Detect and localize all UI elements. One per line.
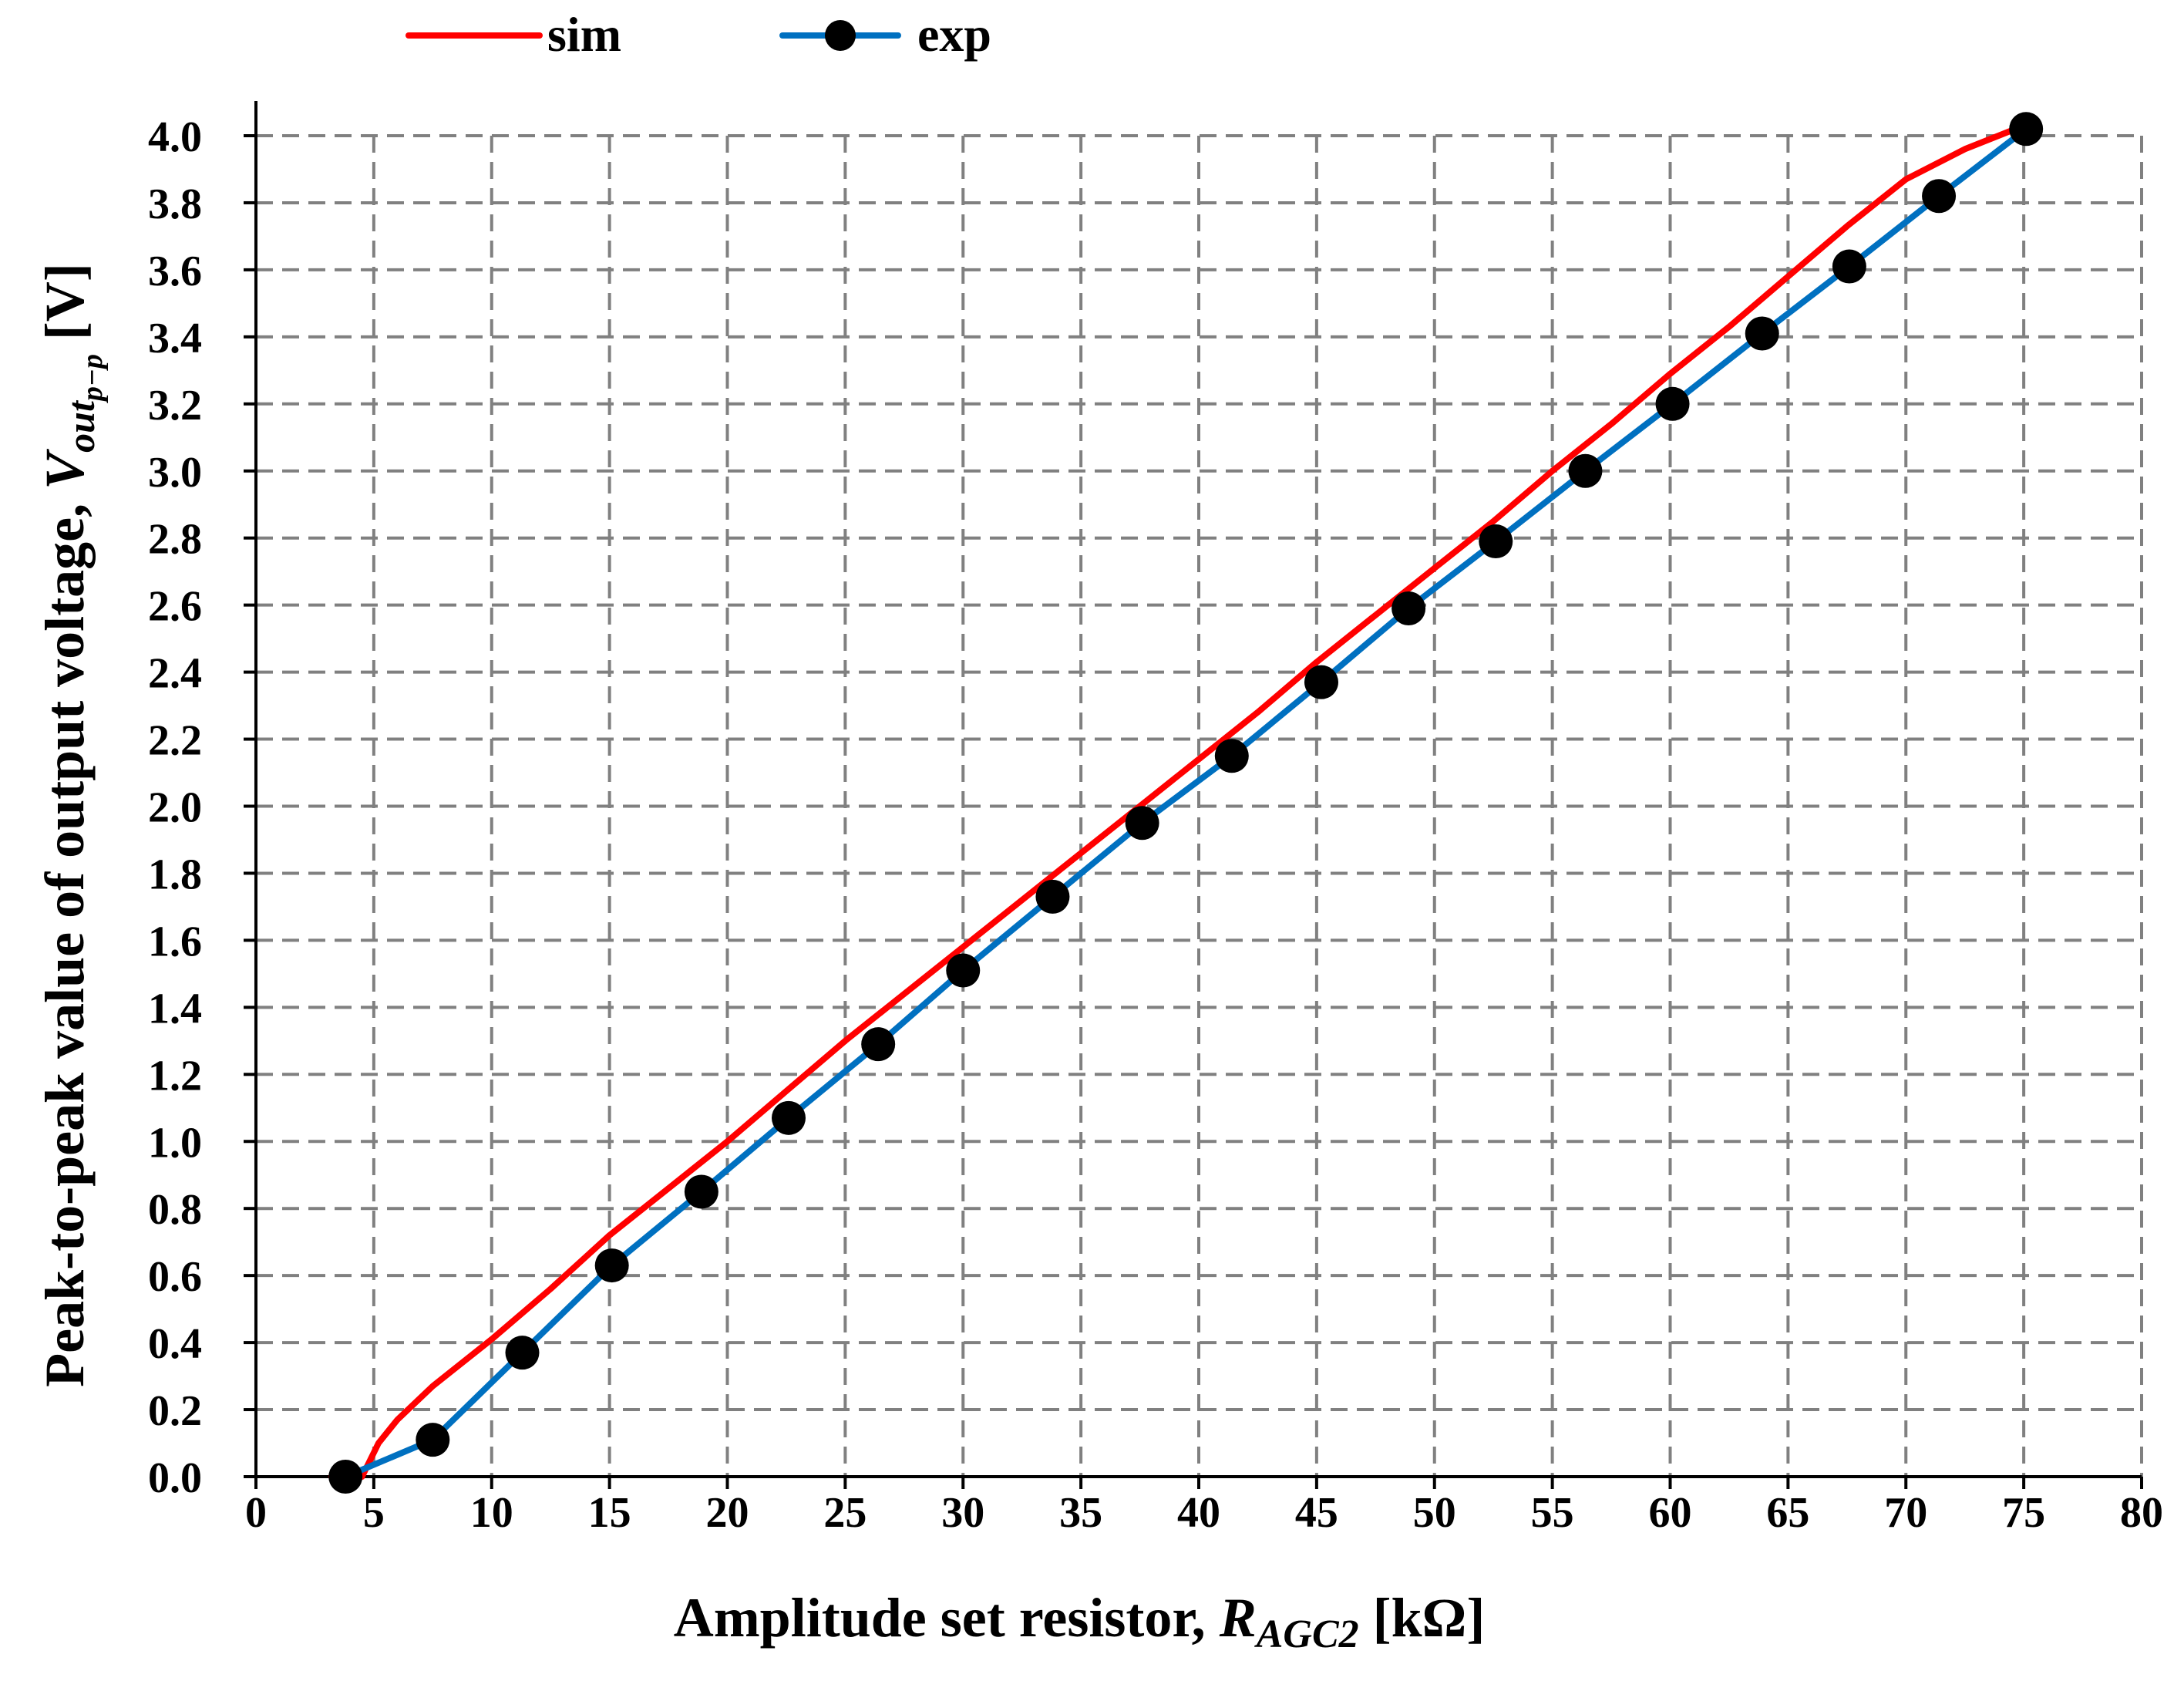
data-point-exp — [946, 953, 981, 988]
x-axis-title-symbol: R — [1219, 1587, 1257, 1649]
x-tick-label: 65 — [1766, 1489, 1809, 1537]
data-point-exp — [1832, 249, 1866, 284]
series-line-exp — [342, 126, 2030, 1480]
y-tick-label: 2.6 — [148, 583, 202, 631]
y-tick-label: 3.6 — [148, 248, 202, 295]
series-markers — [328, 112, 2044, 1494]
y-tick-label: 2.0 — [148, 784, 202, 832]
y-tick-labels: 0.0 0.2 0.4 0.6 0.8 1.0 1.2 1.4 1.6 1.8 2.0 2.2 2.4 2… — [148, 113, 202, 1502]
y-axis-title-unit: [V] — [34, 263, 96, 354]
y-axis-title-main: Peak-to-peak value of output voltage, — [34, 490, 96, 1387]
x-tick-label: 35 — [1059, 1489, 1102, 1537]
x-tick-label: 45 — [1295, 1489, 1338, 1537]
y-tick-label: 3.4 — [148, 315, 202, 362]
data-point-exp — [1568, 453, 1603, 488]
y-axis-title-symbol: V — [34, 449, 96, 490]
y-tick-label: 0.0 — [148, 1454, 202, 1502]
y-tick-label: 1.8 — [148, 851, 202, 898]
data-point-exp — [416, 1423, 450, 1457]
x-tick-label: 50 — [1413, 1489, 1456, 1537]
x-tick-labels: 0 5 10 15 20 25 30 35 40 45 50 55 60 65 70 75 80 — [245, 1489, 2163, 1537]
y-tick-label: 1.4 — [148, 985, 202, 1033]
data-point-exp — [1922, 179, 1957, 214]
x-tick-label: 5 — [363, 1489, 385, 1537]
legend: sim exp — [406, 7, 991, 62]
axes — [244, 101, 2143, 1489]
grid-lines — [256, 134, 2143, 1477]
y-tick-label: 3.0 — [148, 449, 202, 497]
legend-exp-marker — [825, 20, 856, 51]
y-tick-label: 2.8 — [148, 516, 202, 564]
data-point-exp — [505, 1336, 540, 1370]
y-tick-label: 0.4 — [148, 1320, 202, 1368]
data-point-exp — [771, 1100, 806, 1135]
data-point-exp — [594, 1248, 629, 1283]
data-point-exp — [1304, 665, 1338, 699]
x-axis-title-unit: [kΩ] — [1359, 1587, 1486, 1649]
series-line-sim — [328, 123, 2028, 1480]
data-point-exp — [1214, 739, 1249, 773]
series-lines — [328, 123, 2030, 1480]
legend-sim-label: sim — [547, 7, 621, 62]
y-tick-label: 1.0 — [148, 1119, 202, 1167]
y-axis-title-subsubscript: p−p — [76, 354, 109, 403]
y-tick-label: 2.2 — [148, 717, 202, 765]
data-point-exp — [328, 1460, 363, 1494]
y-tick-label: 3.2 — [148, 382, 202, 430]
x-tick-label: 70 — [1884, 1489, 1927, 1537]
y-tick-label: 0.6 — [148, 1253, 202, 1301]
x-axis-title-subscript: AGC2 — [1254, 1612, 1359, 1656]
data-point-exp — [684, 1174, 718, 1209]
y-axis-title: Peak-to-peak value of output voltage, Vo… — [34, 263, 109, 1387]
legend-exp-label: exp — [917, 7, 991, 62]
y-tick-label: 4.0 — [148, 113, 202, 161]
x-tick-label: 25 — [823, 1489, 867, 1537]
y-tick-label: 0.8 — [148, 1186, 202, 1234]
x-tick-label: 30 — [941, 1489, 984, 1537]
y-tick-label: 1.6 — [148, 918, 202, 965]
data-point-exp — [1392, 591, 1426, 625]
x-tick-label: 10 — [470, 1489, 513, 1537]
data-point-exp — [1035, 879, 1070, 914]
data-point-exp — [1125, 806, 1159, 841]
x-tick-label: 40 — [1177, 1489, 1220, 1537]
y-tick-label: 0.2 — [148, 1387, 202, 1435]
data-point-exp — [861, 1027, 896, 1062]
x-tick-label: 75 — [2002, 1489, 2045, 1537]
x-tick-label: 15 — [588, 1489, 631, 1537]
y-axis-title-subscript: out — [59, 399, 103, 453]
data-point-exp — [1745, 316, 1779, 351]
x-axis-title: Amplitude set resistor, RAGC2 [kΩ] — [674, 1587, 1486, 1656]
x-tick-label: 20 — [706, 1489, 749, 1537]
x-tick-label: 0 — [245, 1489, 267, 1537]
y-tick-label: 3.8 — [148, 180, 202, 228]
data-point-exp — [1479, 524, 1513, 559]
data-point-exp — [2009, 112, 2044, 147]
x-axis-title-main: Amplitude set resistor, — [674, 1587, 1220, 1649]
x-tick-label: 60 — [1649, 1489, 1692, 1537]
x-tick-label: 80 — [2120, 1489, 2163, 1537]
x-tick-label: 55 — [1531, 1489, 1574, 1537]
data-point-exp — [1655, 386, 1690, 421]
y-tick-label: 1.2 — [148, 1052, 202, 1100]
y-tick-label: 2.4 — [148, 650, 202, 698]
